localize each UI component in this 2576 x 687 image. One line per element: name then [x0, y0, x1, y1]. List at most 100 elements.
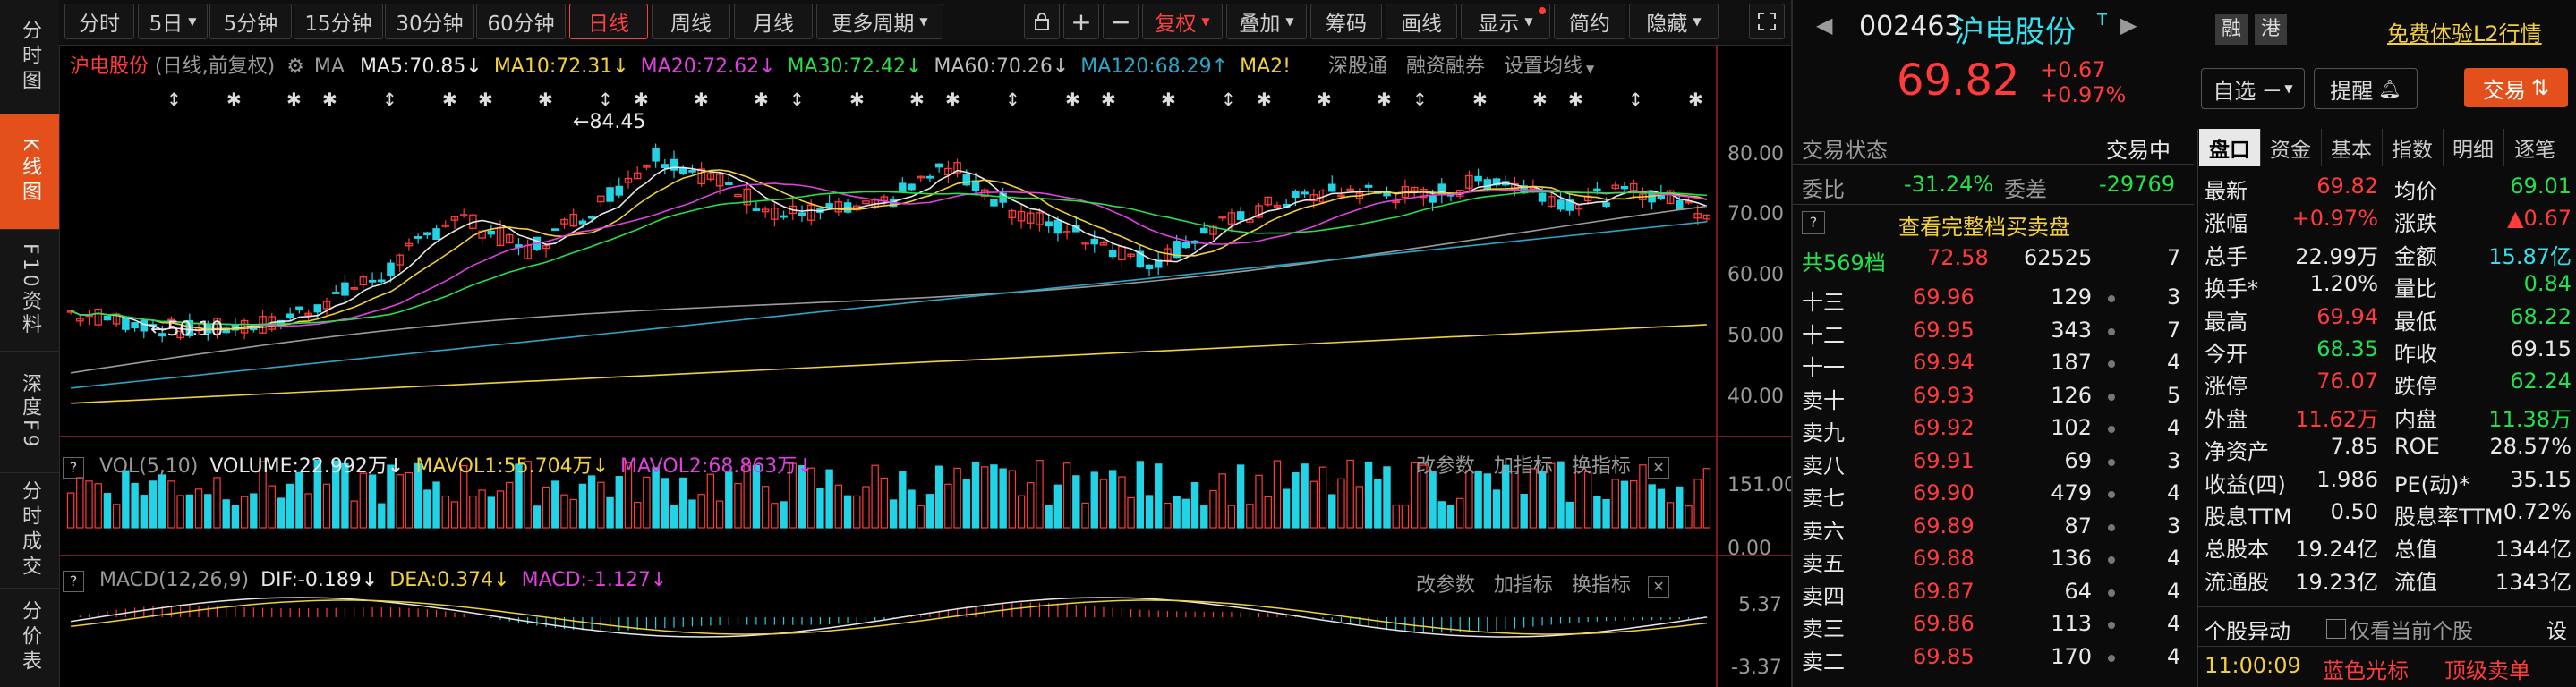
nav-price-table[interactable]: 分价表 [0, 589, 59, 687]
kline-chart[interactable]: ↕ ✱ ✱ ✱ ↕ ✱ ✱ ✱ ↕ ✱ ✱ ✱ ↕ ✱ ✱ ✱ ↕ ✱ ✱ ✱ ↕ ✱ ✱ ✱ ↕ ✱ ✱ ✱ ↕ ✱ [59, 45, 1791, 687]
event-marker-icon[interactable]: ↕ [1412, 89, 1428, 110]
event-marker-icon[interactable]: ↕ [598, 89, 613, 110]
event-marker-icon[interactable]: ↕ [1628, 89, 1643, 110]
ask-row[interactable]: 卖三 69.86 113 4 [1793, 611, 2194, 641]
tab-funds[interactable]: 资金 [2260, 129, 2322, 166]
event-marker-icon[interactable]: ↕ [1221, 89, 1236, 110]
ask-row[interactable]: 十一 69.94 187 4 [1793, 350, 2194, 380]
event-marker-icon[interactable]: ↕ [382, 89, 397, 110]
event-marker-icon[interactable]: ✱ [694, 89, 709, 110]
ask-row[interactable]: 卖五 69.88 136 4 [1793, 546, 2194, 576]
watchlist-button[interactable]: 自选－ ▼ [2201, 68, 2305, 109]
adjust-button[interactable]: 复权 ▼ [1142, 4, 1223, 39]
alert-checkbox[interactable] [2326, 619, 2346, 639]
tab-detail[interactable]: 明细 [2443, 129, 2504, 166]
hk-connect-link[interactable]: 深股通 [1328, 55, 1388, 78]
period-60min[interactable]: 60分钟 [476, 4, 566, 39]
event-marker-icon[interactable]: ✱ [909, 89, 925, 110]
event-marker-icon[interactable]: ✱ [226, 89, 242, 110]
zoom-in-icon[interactable]: + [1063, 4, 1099, 39]
ask-row[interactable]: 卖四 69.87 64 4 [1793, 579, 2194, 609]
nav-f10[interactable]: F10资料 [0, 230, 59, 352]
ma-settings-link[interactable]: 设置均线 [1504, 55, 1583, 78]
event-marker-icon[interactable]: ↕ [789, 89, 805, 110]
help-icon[interactable]: ? [63, 457, 84, 479]
event-marker-icon[interactable]: ✱ [1161, 89, 1176, 110]
event-marker-icon[interactable]: ✱ [1377, 89, 1392, 110]
tab-basic[interactable]: 基本 [2321, 129, 2383, 166]
event-marker-icon[interactable]: ✱ [754, 89, 769, 110]
event-marker-icon[interactable]: ✱ [634, 89, 649, 110]
trade-button[interactable]: 交易 ⇅ [2464, 68, 2568, 107]
macd-edit-params[interactable]: 改参数 [1416, 574, 1476, 597]
event-marker-icon[interactable]: ✱ [1257, 89, 1272, 110]
event-marker-icon[interactable]: ✱ [1317, 89, 1332, 110]
period-timeshare[interactable]: 分时 [64, 4, 134, 39]
event-marker-icon[interactable]: ✱ [945, 89, 960, 110]
help-icon[interactable]: ? [63, 571, 84, 592]
next-stock-icon[interactable]: ▶ [2120, 13, 2137, 38]
period-weekly[interactable]: 周线 [652, 4, 730, 39]
event-marker-icon[interactable]: ✱ [1065, 89, 1080, 110]
tab-index[interactable]: 指数 [2382, 129, 2444, 166]
ask-row[interactable]: 卖九 69.92 102 4 [1793, 415, 2194, 445]
vol-switch-indicator[interactable]: 换指标 [1572, 455, 1632, 478]
event-marker-icon[interactable]: ↕ [1005, 89, 1020, 110]
period-monthly[interactable]: 月线 [734, 4, 813, 39]
margin-link[interactable]: 融资融券 [1406, 55, 1486, 78]
macd-switch-indicator[interactable]: 换指标 [1572, 574, 1632, 597]
period-15min[interactable]: 15分钟 [294, 4, 383, 39]
full-book-link[interactable]: 查看完整档买卖盘 [1898, 215, 2070, 240]
display-button[interactable]: 显示 ▼ [1461, 4, 1550, 39]
event-marker-icon[interactable]: ✱ [849, 89, 865, 110]
period-more[interactable]: 更多周期 ▼ [816, 4, 943, 39]
ask-row[interactable]: 卖七 69.90 479 4 [1793, 480, 2194, 511]
nav-kline[interactable]: K线图 [0, 114, 59, 230]
event-marker-icon[interactable]: ✱ [286, 89, 302, 110]
nav-depth[interactable]: 深度F9 [0, 352, 59, 473]
overlay-button[interactable]: 叠加 ▼ [1226, 4, 1307, 39]
fullscreen-icon[interactable] [1749, 4, 1785, 39]
ask-row[interactable]: 卖六 69.89 87 3 [1793, 513, 2194, 544]
period-5min[interactable]: 5分钟 [209, 4, 292, 39]
period-5day[interactable]: 5日 ▼ [138, 4, 208, 39]
ask-row[interactable]: 卖八 69.91 69 3 [1793, 448, 2194, 479]
period-daily[interactable]: 日线 [569, 4, 648, 39]
close-icon[interactable]: ✕ [1648, 457, 1670, 479]
ask-row[interactable]: 十三 69.96 129 3 [1793, 284, 2194, 315]
alert-event[interactable]: 顶级卖单 [2444, 658, 2530, 683]
vol-add-indicator[interactable]: 加指标 [1494, 455, 1554, 478]
hide-button[interactable]: 隐藏 ▼ [1629, 4, 1719, 39]
event-marker-icon[interactable]: ↕ [166, 89, 182, 110]
nav-timeshare[interactable]: 分时图 [0, 0, 59, 114]
draw-button[interactable]: 画线 [1386, 4, 1457, 39]
tab-tick[interactable]: 逐笔 [2503, 129, 2566, 166]
simple-button[interactable]: 简约 [1554, 4, 1625, 39]
event-marker-icon[interactable]: ✱ [538, 89, 553, 110]
gear-icon[interactable]: ⚙ [286, 55, 304, 78]
event-marker-icon[interactable]: ✱ [1101, 89, 1116, 110]
macd-add-indicator[interactable]: 加指标 [1494, 574, 1554, 597]
tab-handicap[interactable]: 盘口 [2199, 129, 2261, 166]
prev-stock-icon[interactable]: ◀ [1816, 13, 1833, 38]
ask-row[interactable]: 十二 69.95 343 7 [1793, 318, 2194, 348]
event-marker-icon[interactable]: ✱ [442, 89, 457, 110]
lock-icon[interactable] [1024, 4, 1060, 39]
zoom-out-icon[interactable]: − [1103, 4, 1139, 39]
event-marker-icon[interactable]: ✱ [1688, 89, 1703, 110]
event-marker-icon[interactable]: ✱ [1568, 89, 1583, 110]
chips-button[interactable]: 筹码 [1310, 4, 1382, 39]
close-icon[interactable]: ✕ [1648, 576, 1670, 598]
event-marker-icon[interactable]: ✱ [322, 89, 337, 110]
event-marker-icon[interactable]: ✱ [1472, 89, 1488, 110]
l2-promo-link[interactable]: 免费体验L2行情 [2387, 21, 2542, 47]
ask-row[interactable]: 卖二 69.85 170 4 [1793, 644, 2194, 674]
alert-settings-button[interactable]: 设 [2546, 620, 2567, 643]
alert-button[interactable]: 提醒 🔔︎ [2314, 68, 2418, 109]
vol-edit-params[interactable]: 改参数 [1416, 455, 1476, 478]
nav-trades[interactable]: 分时成交 [0, 473, 59, 589]
event-marker-icon[interactable]: ✱ [1532, 89, 1548, 110]
ask-row[interactable]: 卖十 69.93 126 5 [1793, 383, 2194, 413]
period-30min[interactable]: 30分钟 [385, 4, 474, 39]
help-icon[interactable]: ? [1802, 211, 1825, 234]
